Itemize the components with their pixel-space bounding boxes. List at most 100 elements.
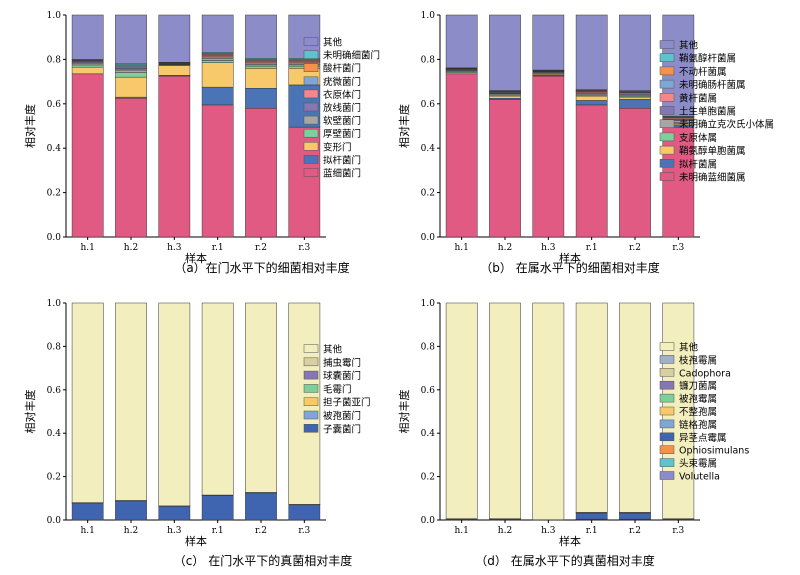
- legend-label: 镰刀菌属: [679, 380, 717, 392]
- bar-segment-r.2-2: [245, 68, 277, 89]
- y-tick-label: 0.0: [47, 516, 62, 526]
- legend-label: 被孢菌门: [323, 410, 361, 422]
- legend-label: 黄杆菌属: [679, 92, 717, 104]
- y-tick-label: 1.0: [47, 299, 62, 309]
- legend-swatch: [659, 342, 675, 351]
- x-axis-label: 样本: [185, 534, 207, 548]
- bar-segment-h.2-10: [489, 14, 521, 91]
- legend-label: Volutella: [679, 472, 720, 483]
- bar-segment-r.1-0: [201, 495, 234, 521]
- x-axis-label: 样本: [185, 251, 207, 265]
- y-tick-label: 0.2: [47, 189, 61, 199]
- bar-segment-h.1-4: [71, 62, 104, 66]
- legend-label: 其他: [323, 344, 343, 356]
- bar-segment-r.2-6: [245, 302, 277, 493]
- bar-segment-h.2-5: [115, 68, 147, 71]
- legend-swatch: [659, 132, 675, 142]
- legend-label: 子囊菌门: [323, 423, 361, 435]
- x-tick-label: h.1: [80, 526, 94, 536]
- legend-swatch: [659, 471, 675, 480]
- y-tick-label: 0.0: [421, 516, 436, 526]
- y-axis-label: 相对丰度: [23, 104, 37, 148]
- legend-label: 未明确细菌门: [323, 50, 380, 62]
- legend-swatch: [659, 419, 675, 429]
- bar-segment-h.2-0: [115, 500, 147, 521]
- bar-segment-r.3-0: [288, 504, 321, 521]
- bar-segment-r.2-0: [619, 107, 651, 238]
- x-tick-label: h.3: [167, 243, 182, 253]
- legend-label: 头束霉属: [679, 458, 717, 470]
- legend-swatch: [303, 357, 319, 367]
- legend-swatch: [303, 142, 319, 151]
- bar-segment-h.3-10: [158, 14, 191, 63]
- bar-segment-r.2-10: [619, 14, 651, 91]
- bar-segment-h.3-0: [532, 75, 565, 238]
- x-axis-label: 样本: [559, 534, 581, 548]
- legend-swatch: [659, 432, 675, 442]
- y-tick-label: 0.2: [47, 473, 61, 483]
- bar-segment-h.2-3: [115, 72, 147, 78]
- y-tick-label: 0.0: [47, 233, 62, 243]
- legend-swatch: [303, 344, 319, 353]
- legend-label: 放线菌门: [323, 102, 361, 114]
- bar-segment-r.1-1: [575, 100, 608, 106]
- bar-segment-h.2-4: [115, 69, 147, 73]
- legend-label: 其他: [679, 40, 699, 52]
- x-tick-label: r.3: [298, 243, 310, 253]
- bar-segment-r.1-10: [201, 14, 234, 53]
- legend-swatch: [303, 63, 319, 72]
- legend-label: 其他: [679, 342, 699, 354]
- bar-segment-r.1-4: [201, 58, 234, 61]
- y-tick-label: 0.6: [421, 100, 436, 110]
- legend-label: 毛霉门: [323, 383, 352, 395]
- bar-segment-r.1-2: [575, 95, 608, 101]
- legend-label: 被孢霉属: [679, 393, 717, 405]
- legend-swatch: [659, 119, 675, 128]
- bar-segment-r.2-4: [245, 64, 277, 67]
- bar-segment-h.3-10: [532, 14, 565, 71]
- bar-segment-r.1-10: [575, 302, 608, 513]
- legend-swatch: [303, 397, 319, 406]
- bar-segment-h.1-0: [445, 73, 478, 238]
- x-tick-label: r.2: [255, 526, 267, 536]
- legend-label: 支原体属: [679, 132, 717, 144]
- x-tick-label: h.1: [454, 526, 468, 536]
- panel-caption: （b） 在属水平下的细菌相对丰度: [480, 260, 659, 275]
- legend-label: 变形门: [323, 141, 352, 153]
- y-tick-label: 0.4: [47, 429, 62, 439]
- x-tick-label: h.3: [541, 243, 556, 253]
- bar-segment-r.1-2: [201, 62, 234, 88]
- x-tick-label: r.2: [629, 526, 641, 536]
- legend-swatch: [303, 128, 319, 138]
- x-axis-label: 样本: [559, 251, 581, 265]
- x-tick-label: h.2: [124, 526, 138, 536]
- legend-label: 不动杆菌属: [679, 66, 727, 78]
- legend-swatch: [659, 66, 675, 76]
- x-tick-label: h.1: [454, 243, 468, 253]
- bar-segment-h.1-0: [71, 73, 104, 238]
- legend-label: 厚壁菌门: [323, 128, 361, 140]
- y-tick-label: 0.6: [421, 386, 436, 396]
- legend-swatch: [659, 458, 675, 467]
- y-tick-label: 1.0: [47, 11, 62, 21]
- legend-label: 拟杆菌属: [679, 158, 717, 170]
- chart-panel-a: 0.0 0.2 0.4 0.6 0.8 1.0 h.1 h.2 h.3 r.1 r.2 r.3 样本 相对…: [23, 11, 380, 275]
- legend-label: 土生单胞菌属: [679, 106, 736, 118]
- chart-panel-d: 0.0 0.2 0.4 0.6 0.8 1.0 h.1 h.2 h.3 r.1 r.2 r.3 样本 相对…: [397, 299, 749, 568]
- legend-swatch: [303, 76, 319, 86]
- bar-segment-r.2-3: [245, 65, 277, 69]
- legend-label: 枝孢霉属: [679, 354, 717, 366]
- x-tick-label: r.3: [672, 526, 684, 536]
- legend-swatch: [303, 50, 319, 59]
- legend-label: 疣微菌门: [323, 76, 361, 88]
- x-tick-label: h.3: [541, 526, 556, 536]
- bar-segment-h.2-6: [115, 302, 147, 501]
- legend-swatch: [659, 40, 675, 49]
- bar-segment-r.2-1: [245, 88, 277, 109]
- legend-swatch: [303, 155, 319, 164]
- legend-swatch: [659, 172, 675, 181]
- y-tick-label: 0.2: [421, 473, 435, 483]
- legend-swatch: [659, 380, 675, 390]
- y-tick-label: 0.8: [47, 342, 62, 352]
